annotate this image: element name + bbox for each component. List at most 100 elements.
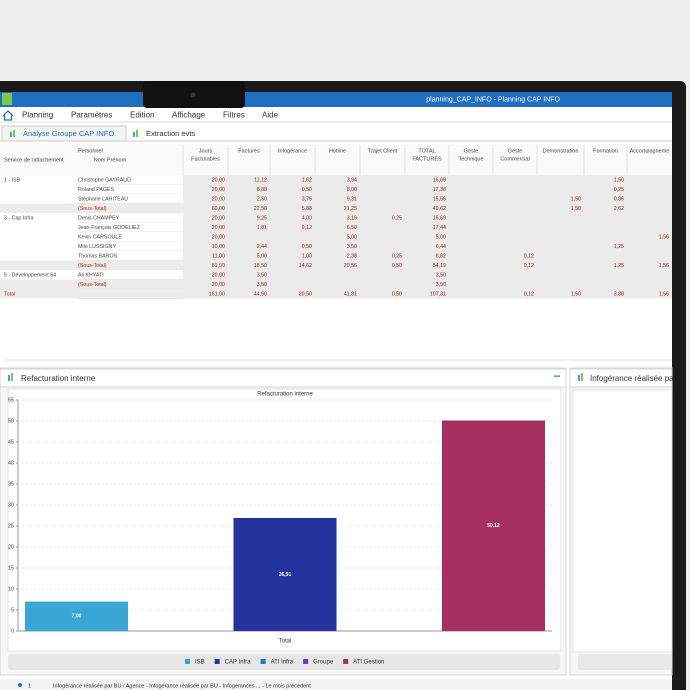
cell-number: 3,50 [436,273,446,279]
cell-text: Milo LUSSIGNY [78,244,116,250]
cell-number: 0,50 [392,263,402,269]
legend-label: CAP Infra [225,660,252,666]
cell-number: 15,56 [433,197,446,203]
cell-text: (Sous-Total) [78,282,107,288]
row-bg [183,175,672,185]
row-bg [183,289,672,299]
cell-number: 54,19 [433,263,446,269]
legend-box [8,654,560,670]
cell-number: 22,50 [254,206,267,212]
legend-label: ATI Infra [271,660,294,666]
cell-number: 60,00 [212,206,225,212]
cell-number: 3,50 [436,282,446,288]
legend-label: ATI Gestion [353,660,384,666]
column-header: FACTURÉS [412,155,442,162]
cell-number: 9,31 [347,197,357,203]
cell-number: 20,56 [344,263,357,269]
icon [8,375,10,381]
row-bg [0,213,183,223]
cell-number: 8,00 [347,187,357,193]
cell-number: 0,50 [302,244,312,250]
cell-number: 0,25 [614,187,624,193]
legend-box [578,654,672,670]
tab-icon [13,130,15,137]
row-bg [0,222,183,232]
column-header: Démonstration [543,148,579,154]
legend-swatch [260,659,266,664]
cell-number: 20,00 [212,235,225,241]
y-tick-label: 35 [8,481,14,487]
panel-menu[interactable]: ••• [554,375,560,381]
menu-item[interactable]: Filtres [223,111,245,120]
legend-swatch [343,659,349,664]
bar [233,517,337,631]
cell-number: 161,00 [209,292,225,298]
menu-item[interactable]: Affichage [172,111,206,120]
cell-number: 2,38 [347,254,357,260]
row-bg [183,213,672,223]
cell-number: 3,75 [302,197,312,203]
cell-number: 11,00 [212,254,225,260]
status-bar [0,679,672,690]
y-tick-label: 40 [8,460,14,466]
cell-number: 1,25 [614,263,624,269]
cell-number: 5,88 [302,206,312,212]
table-header [0,145,672,175]
cell-number: 20,00 [212,187,225,193]
cell-number: 5,00 [347,235,357,241]
cell-number: 41,81 [344,292,357,298]
cell-number: 1,00 [302,254,312,260]
cell-number: 16,69 [433,178,446,184]
row-bg [183,184,672,194]
cell-number: 0,25 [392,216,402,222]
cell-text: Total [4,292,15,298]
row-bg [0,175,183,185]
row-bg [0,194,183,204]
row-bg [0,184,183,194]
cell-number: 14,62 [299,263,312,269]
value-label: 26,91 [279,572,292,578]
menu-item[interactable]: Edition [130,111,154,120]
cell-number: 2,44 [257,244,267,250]
cell-number: 1,25 [614,244,624,250]
cell-number: 21,25 [344,206,357,212]
cell-text: Denis CHAMPEY [78,216,120,222]
y-tick-label: 45 [8,439,14,445]
menu-item[interactable]: Paramètres [71,111,112,120]
cell-number: 49,62 [433,206,446,212]
cell-number: 0,12 [524,263,534,269]
tab-label[interactable]: Analyse Groupe CAP INFO [23,129,114,138]
menu-item[interactable]: Aide [262,111,279,120]
cell-number: 6,50 [347,225,357,231]
row-bg [183,194,672,204]
tab-label[interactable]: Extraction evts [146,129,195,138]
tab-icon [136,130,138,137]
cell-text: Kevin CARSOULE [78,235,122,241]
column-header: Geste [464,148,479,154]
column-header: Facturés [238,148,260,154]
column-header: Technique [458,156,483,162]
y-tick-label: 50 [8,418,14,424]
camera [190,92,196,98]
column-header: Service de rattachement [4,157,64,163]
cell-number: 8,88 [257,187,267,193]
panel-title: Infogérance réalisée pa [590,374,674,383]
cell-number: 1,50 [571,292,581,298]
window-title: planning_CAP_INFO - Planning CAP INFO [426,96,560,103]
menu-item[interactable]: Planning [22,111,53,120]
column-header: Infogérance [278,148,307,154]
home-icon[interactable] [2,110,14,121]
cell-number: 2,62 [614,206,624,212]
row-bg [0,289,183,299]
cell-number: 3,50 [257,282,267,288]
row-bg [0,251,183,261]
cell-number: 1,81 [257,225,267,231]
y-tick-label: 55 [8,397,14,403]
cell-number: 20,00 [212,197,225,203]
cell-number: 1,56 [659,235,669,241]
icon [11,373,13,381]
cell-text: 3 - Cap Infra [4,216,33,222]
cell-text: Roland PAGES [78,187,115,193]
cell-text: Christophe GAYRAUD [78,178,131,184]
